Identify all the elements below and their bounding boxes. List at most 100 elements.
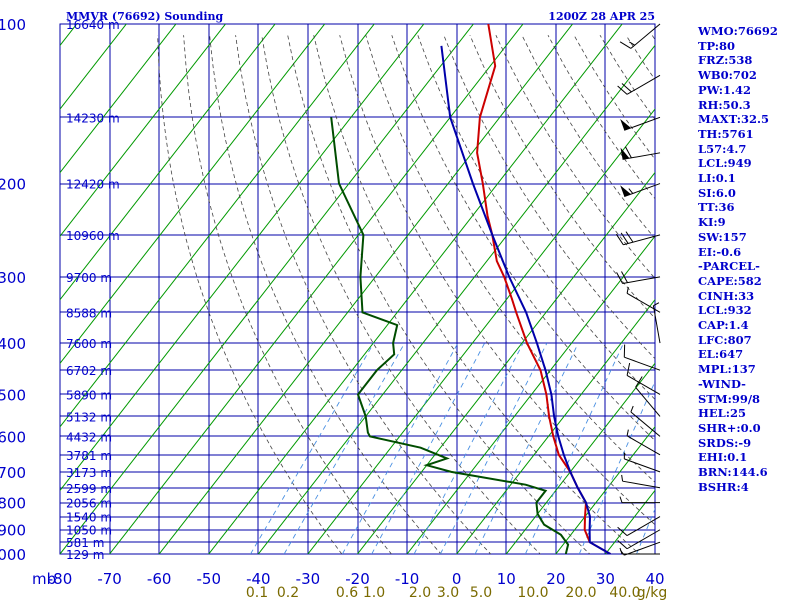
sounding-index-item: SI:6.0: [698, 185, 736, 200]
mixing-ratio-line: [474, 342, 579, 554]
sounding-index-item: SHR+:0.0: [698, 420, 761, 435]
wind-barb: [626, 362, 661, 395]
mixing-ratio-line: [283, 342, 406, 554]
mixing-ratio-unit: g/kg: [637, 585, 668, 600]
wind-barb: [617, 516, 661, 537]
temperature-tick-label: -60: [147, 570, 172, 588]
isotherm-line: [257, 44, 655, 554]
mixing-ratio-label: 10.0: [517, 585, 548, 600]
sounding-index-item: BRN:144.6: [698, 465, 768, 480]
sounding-index-item: LCL:949: [698, 156, 752, 171]
wind-barbs: [615, 23, 661, 556]
height-label: 7600 m: [66, 337, 112, 351]
height-label: 2599 m: [66, 482, 112, 496]
isotherm-line: [60, 24, 276, 301]
pressure-tick-label: 200: [0, 176, 26, 194]
sounding-index-item: PW:1.42: [698, 82, 752, 97]
wind-barb: [626, 429, 661, 456]
sounding-index-item: MAXT:32.5: [698, 112, 769, 127]
temperature-tick-label: 10: [497, 570, 516, 588]
dewpoint-profile: [330, 117, 570, 554]
pressure-tick-label: 300: [0, 269, 26, 287]
isotherm-line: [60, 24, 227, 237]
isotherm-line: [456, 298, 655, 554]
isotherm-line: [60, 24, 375, 428]
temperature-tick-label: -40: [246, 570, 271, 588]
isotherm-line: [555, 426, 655, 554]
height-label: 4432 m: [66, 430, 112, 444]
height-label: 10960 m: [66, 229, 120, 243]
height-label: 3173 m: [66, 466, 112, 480]
mixing-ratio-line: [439, 342, 548, 554]
temperature-profile: [476, 24, 611, 554]
wind-barb: [620, 183, 661, 198]
sounding-index-item: MPL:137: [698, 362, 756, 377]
height-label: 12420 m: [66, 178, 120, 192]
sounding-index-item: SRDS:-9: [698, 435, 752, 450]
wind-barb: [619, 496, 660, 504]
isotherm-line: [60, 24, 475, 554]
dry-adiabat: [313, 35, 641, 554]
temperature-tick-label: -20: [345, 570, 370, 588]
sounding-index-item: TP:80: [698, 38, 736, 53]
temperature-tick-label: -70: [97, 570, 122, 588]
mixing-ratio-label: 3.0: [437, 585, 459, 600]
isotherm-line: [60, 24, 425, 492]
height-label: 1050 m: [66, 524, 112, 538]
isotherm-line: [406, 235, 655, 554]
mixing-ratio-line: [636, 507, 655, 554]
dry-adiabat: [157, 35, 343, 554]
isotherm-line: [60, 24, 177, 174]
wind-barb: [620, 146, 661, 160]
isotherm-line: [208, 24, 623, 554]
dry-adiabat: [365, 35, 655, 483]
sounding-index-item: FRZ:538: [698, 53, 753, 68]
temperature-tick-label: 20: [546, 570, 565, 588]
dry-adiabat: [287, 35, 591, 554]
dry-adiabat: [183, 35, 393, 554]
wind-barb: [617, 74, 661, 95]
wind-barb: [615, 231, 661, 246]
sounding-index-item: TH:5761: [698, 126, 754, 141]
sounding-index-item: CINH:33: [698, 288, 755, 303]
height-label: 5132 m: [66, 410, 112, 424]
pressure-tick-label: 600: [0, 428, 26, 446]
sounding-index-item: SW:157: [698, 229, 747, 244]
sounding-index-item: KI:9: [698, 215, 726, 230]
sounding-index-item: EI:-0.6: [698, 244, 742, 259]
temperature-tick-label: 40: [645, 570, 664, 588]
wind-barb: [620, 116, 661, 131]
temperature-tick-label: 0: [452, 570, 462, 588]
parcel-profile: [440, 45, 611, 554]
height-label: 129 m: [66, 548, 104, 562]
wind-barb: [623, 452, 661, 473]
mixing-ratio-line: [371, 342, 486, 554]
isotherm-line: [158, 24, 574, 554]
height-label: 5890 m: [66, 388, 112, 402]
height-label: 581 m: [66, 536, 104, 550]
height-label: 8588 m: [66, 306, 112, 320]
sounding-index-item: LFC:807: [698, 332, 752, 347]
pressure-tick-label: 1000: [0, 546, 26, 564]
sounding-index-item: L57:4.7: [698, 141, 747, 156]
temperature-tick-label: -80: [48, 570, 73, 588]
axis-labels: 1002003004005006007008009001000-80-70-60…: [0, 16, 667, 600]
isotherm-line: [60, 24, 127, 110]
sounding-index-item: WB0:702: [698, 68, 757, 83]
isotherm-line: [505, 362, 655, 554]
dry-adiabat: [469, 35, 655, 319]
height-label: 14230 m: [66, 111, 120, 125]
mixing-ratio-label: 0.1: [246, 585, 268, 600]
wind-barb: [616, 271, 661, 284]
wind-barb: [619, 547, 660, 555]
sounding-index-item: RH:50.3: [698, 97, 751, 112]
sounding-index-item: HEL:25: [698, 406, 746, 421]
isotherm-line: [0, 12, 36, 565]
temperature-tick-label: -30: [296, 570, 321, 588]
wind-barb: [652, 302, 661, 344]
pressure-tick-label: 800: [0, 495, 26, 513]
mixing-ratio-label: 40.0: [609, 585, 640, 600]
mixing-ratio-lines: [250, 342, 655, 554]
pressure-tick-label: 700: [0, 464, 26, 482]
